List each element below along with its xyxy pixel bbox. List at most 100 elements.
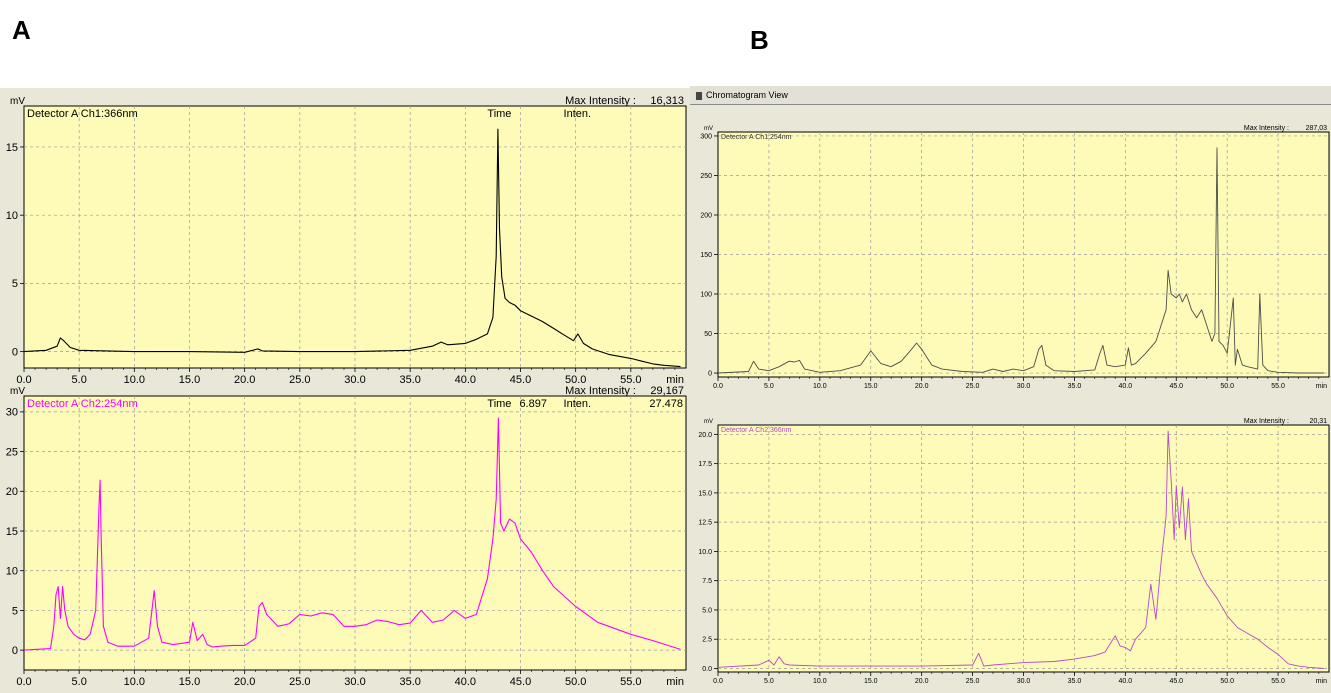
- window-title: Chromatogram View: [706, 90, 788, 100]
- chromatogram-3: 0.0 5.0 10.0 15.0 20.0 25.0 30.0 35.0 40.0 45.0 50…: [700, 125, 1330, 390]
- chromatogram-1: 0.0 5.0 10.0 15.0 20.0 25.0 30.0 35.0 40.0 45.0 50…: [6, 95, 687, 386]
- x-tick-label: 40.0: [1119, 678, 1133, 685]
- panel-label-b: B: [750, 25, 769, 55]
- x-unit-label: min: [1316, 678, 1327, 685]
- y-tick-label: 10: [6, 566, 18, 578]
- series-line-1: [717, 147, 1324, 374]
- y-tick-label: 300: [700, 133, 712, 140]
- x-tick-label: 40.0: [455, 676, 476, 688]
- y-tick-label: 17.5: [698, 461, 712, 468]
- x-tick-label: 0.0: [713, 383, 723, 390]
- x-tick-label: 10.0: [813, 383, 827, 390]
- y-tick-label: 10.0: [698, 549, 712, 556]
- x-tick-label: 55.0: [620, 374, 641, 386]
- y-tick-label: 25: [6, 446, 18, 458]
- x-tick-label: 25.0: [966, 383, 980, 390]
- channel-label: Detector A Ch2:254nm: [27, 398, 138, 410]
- x-tick-label: 50.0: [565, 374, 586, 386]
- chromatogram-2: 0.0 5.0 10.0 15.0 20.0 25.0 30.0 35.0 40.0 45.0 50…: [6, 385, 687, 688]
- time-readout-label: Time: [487, 108, 511, 120]
- x-tick-label: 20.0: [915, 383, 929, 390]
- panel-label-a: A: [12, 15, 31, 45]
- x-tick-label: 50.0: [565, 676, 586, 688]
- y-tick-label: 0: [12, 645, 18, 657]
- panel-b-chromatograms: 0.0 5.0 10.0 15.0 20.0 25.0 30.0 35.0 40.0 45.0 50…: [690, 86, 1331, 693]
- time-readout-label: Time: [487, 398, 511, 410]
- x-tick-label: 30.0: [344, 676, 365, 688]
- y-tick-label: 30: [6, 407, 18, 419]
- y-tick-label: 0: [708, 370, 712, 377]
- window-icon: [696, 91, 702, 100]
- y-unit-label: mV: [10, 386, 25, 397]
- inten-readout-label: Inten.: [564, 398, 592, 410]
- x-tick-label: 10.0: [124, 374, 145, 386]
- y-unit-label: mV: [704, 419, 713, 425]
- max-intensity-label: Max Intensity :: [565, 385, 636, 397]
- y-unit-label: mV: [704, 126, 713, 132]
- x-tick-label: 45.0: [1169, 383, 1183, 390]
- time-readout-value: 6.897: [519, 398, 547, 410]
- x-tick-label: 55.0: [1271, 383, 1285, 390]
- channel-label: Detector A Ch1:254nm: [721, 134, 792, 141]
- y-tick-label: 15: [6, 526, 18, 538]
- channel-label: Detector A Ch1:366nm: [27, 108, 138, 120]
- y-tick-label: 20.0: [698, 432, 712, 439]
- x-tick-label: 35.0: [399, 374, 420, 386]
- y-tick-label: 50: [704, 331, 712, 338]
- x-tick-label: 20.0: [234, 676, 255, 688]
- x-tick-label: 15.0: [179, 374, 200, 386]
- x-tick-label: 45.0: [510, 676, 531, 688]
- series-line-1: [23, 417, 681, 651]
- x-tick-label: 45.0: [510, 374, 531, 386]
- x-tick-label: 50.0: [1220, 383, 1234, 390]
- y-tick-label: 200: [700, 212, 712, 219]
- x-tick-label: 15.0: [864, 383, 878, 390]
- x-tick-label: 40.0: [455, 374, 476, 386]
- x-tick-label: 55.0: [1271, 678, 1285, 685]
- x-tick-label: 30.0: [344, 374, 365, 386]
- x-tick-label: 15.0: [864, 678, 878, 685]
- y-tick-label: 5.0: [702, 607, 712, 614]
- channel-label: Detector A Ch2:366nm: [721, 427, 792, 434]
- y-unit-label: mV: [10, 96, 25, 107]
- chromatogram-4: 0.0 5.0 10.0 15.0 20.0 25.0 30.0 35.0 40.0 45.0 50…: [698, 418, 1330, 685]
- x-tick-label: 35.0: [1068, 678, 1082, 685]
- x-tick-label: 5.0: [72, 676, 87, 688]
- y-tick-label: 5: [12, 278, 18, 290]
- y-tick-label: 7.5: [702, 578, 712, 585]
- x-tick-label: 15.0: [179, 676, 200, 688]
- chromatogram-view-titlebar: Chromatogram View: [690, 86, 1331, 105]
- y-tick-label: 250: [700, 173, 712, 180]
- x-tick-label: 5.0: [72, 374, 87, 386]
- x-tick-label: 10.0: [813, 678, 827, 685]
- max-intensity-label: Max Intensity :: [1244, 125, 1289, 132]
- series-line-1: [717, 430, 1324, 669]
- x-tick-label: 10.0: [124, 676, 145, 688]
- y-tick-label: 10: [6, 210, 18, 222]
- y-tick-label: 15.0: [698, 490, 712, 497]
- y-tick-label: 20: [6, 486, 18, 498]
- y-tick-label: 12.5: [698, 520, 712, 527]
- x-tick-label: 20.0: [915, 678, 929, 685]
- max-intensity-label: Max Intensity :: [565, 95, 636, 107]
- panel-a-chromatograms: 0.0 5.0 10.0 15.0 20.0 25.0 30.0 35.0 40.0 45.0 50…: [0, 88, 690, 693]
- x-unit-label: min: [666, 374, 684, 386]
- max-intensity-value: 20,31: [1309, 418, 1327, 425]
- max-intensity-value: 29,167: [650, 385, 684, 397]
- x-tick-label: 20.0: [234, 374, 255, 386]
- max-intensity-value: 287,03: [1306, 125, 1328, 132]
- x-tick-label: 35.0: [399, 676, 420, 688]
- x-tick-label: 25.0: [289, 374, 310, 386]
- y-tick-label: 100: [700, 291, 712, 298]
- x-tick-label: 25.0: [289, 676, 310, 688]
- x-tick-label: 45.0: [1169, 678, 1183, 685]
- y-tick-label: 15: [6, 142, 18, 154]
- series-line-1: [23, 128, 681, 368]
- y-tick-label: 0.0: [702, 666, 712, 673]
- y-tick-label: 150: [700, 252, 712, 259]
- x-tick-label: 40.0: [1119, 383, 1133, 390]
- plot-area: [23, 395, 687, 671]
- x-tick-label: 30.0: [1017, 678, 1031, 685]
- x-tick-label: 25.0: [966, 678, 980, 685]
- x-tick-label: 50.0: [1220, 678, 1234, 685]
